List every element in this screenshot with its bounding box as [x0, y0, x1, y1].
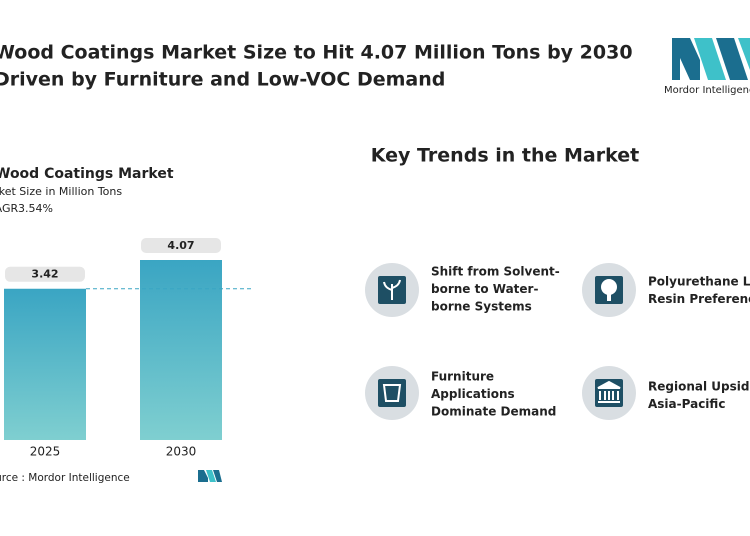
value-label-box [141, 238, 221, 253]
bar [4, 288, 86, 440]
logo-text: Mordor Intelligence [664, 85, 750, 96]
chart-title: Wood Coatings Market [0, 166, 174, 182]
trend-text: Asia-Pacific [648, 397, 725, 411]
logo: Mordor Intelligence [664, 38, 750, 96]
cagr-value: 3.54% [18, 202, 53, 215]
trend-text: Dominate Demand [431, 405, 556, 419]
trend-text: Furniture [431, 370, 494, 384]
trend-icons [365, 263, 636, 420]
trend-text: borne to Water- [431, 282, 538, 296]
cagr-label: CAGR [0, 202, 19, 215]
value-label: 3.42 [31, 268, 58, 281]
trend-text: Resin Preferenc [648, 292, 750, 306]
trend-text: Polyurethane Le [648, 275, 750, 289]
value-label: 4.07 [167, 239, 194, 252]
chart-subtitle: Market Size in Million Tons [0, 185, 122, 198]
trend-text: Applications [431, 387, 515, 401]
icon [378, 379, 406, 407]
bar [140, 260, 222, 440]
source-logo [198, 470, 222, 482]
x-tick-label: 2030 [166, 445, 197, 459]
trend-text: Regional Upside [648, 380, 750, 394]
source: Source : Mordor Intelligence [0, 472, 130, 484]
headline: Wood Coatings Market Size to Hit 4.07 Mi… [0, 42, 633, 64]
value-label-box [5, 266, 85, 282]
trends-title: Key Trends in the Market [371, 145, 639, 167]
trend-text: Shift from Solvent- [431, 265, 560, 279]
headline: Driven by Furniture and Low-VOC Demand [0, 69, 445, 91]
trend-text: borne Systems [431, 300, 532, 314]
x-tick-label: 2025 [30, 445, 61, 459]
